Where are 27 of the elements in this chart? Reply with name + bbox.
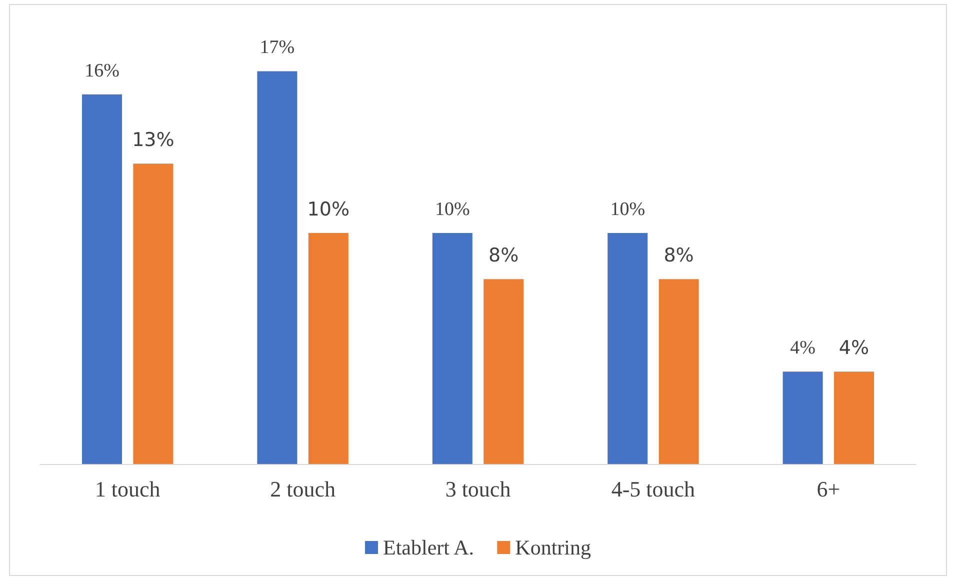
data-label: 4% (838, 337, 870, 360)
bar (257, 71, 298, 464)
bar (834, 372, 874, 464)
legend-label: Kontring (515, 536, 592, 560)
data-label: 8% (488, 244, 519, 267)
x-tick-label: 3 touch (445, 476, 511, 502)
bar (782, 372, 823, 464)
bar (658, 279, 699, 464)
data-label: 8% (664, 244, 694, 267)
data-label: 10% (307, 198, 350, 220)
bar (484, 279, 524, 464)
x-tick-label: 2 touch (270, 476, 336, 502)
data-label: 10% (434, 198, 470, 220)
data-label: 4% (790, 338, 816, 359)
data-label: 13% (132, 129, 174, 152)
data-label: 16% (84, 60, 120, 82)
bar (432, 232, 472, 464)
data-label: 10% (610, 198, 646, 220)
x-tick-label: 4-5 touch (611, 476, 696, 502)
data-label: 17% (260, 37, 295, 58)
x-tick-label: 6+ (816, 476, 840, 502)
bar (608, 232, 648, 464)
bar (133, 164, 174, 464)
legend-label: Etablert A. (383, 536, 474, 560)
bar (308, 232, 348, 464)
bar (82, 94, 122, 464)
x-tick-label: 1 touch (94, 476, 160, 502)
